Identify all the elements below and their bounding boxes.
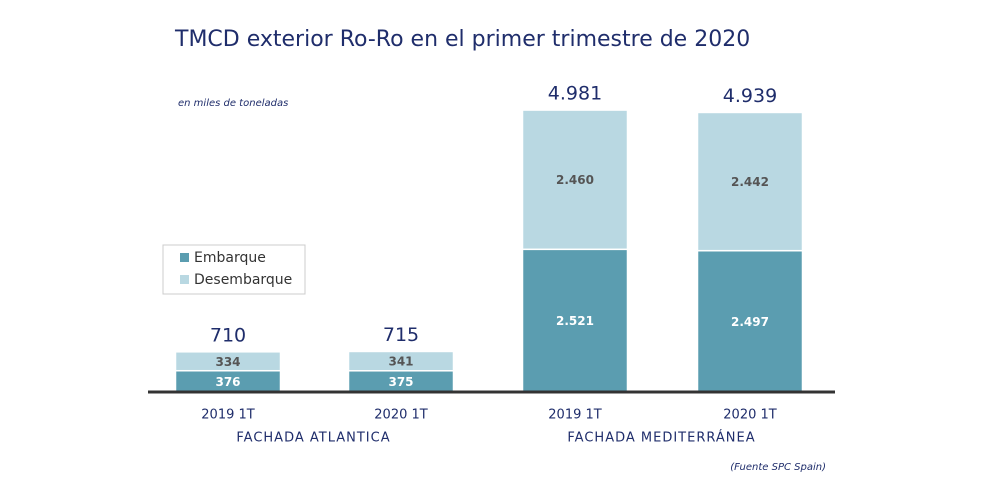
value-label: 2.460 [556,173,594,187]
chart-title: TMCD exterior Ro-Ro en el primer trimest… [174,27,750,52]
value-label: 2.442 [731,175,769,189]
total-label: 715 [383,324,419,346]
value-label: 2.497 [731,315,769,329]
source: (Fuente SPC Spain) [730,462,826,473]
legend-swatch [180,253,189,262]
bar-segment [696,111,804,252]
legend-label: Desembarque [194,272,292,288]
legend-label: Embarque [194,250,266,266]
bar-segment [174,351,282,372]
group-label: FACHADA MEDITERRÁNEA [567,430,755,446]
legend-swatch [180,275,189,284]
group-label: FACHADA ATLANTICA [236,431,390,446]
value-label: 2.521 [556,314,594,328]
value-label: 375 [388,375,413,389]
x-tick-label: 2019 1T [201,408,254,423]
total-label: 710 [210,324,246,346]
bar-segment [521,109,629,251]
value-label: 334 [215,355,240,369]
total-label: 4.939 [723,85,777,107]
x-tick-label: 2020 1T [374,408,427,423]
x-tick-label: 2019 1T [548,408,601,423]
total-label: 4.981 [548,83,602,105]
subtitle: en miles de toneladas [178,98,288,109]
x-tick-label: 2020 1T [723,408,776,423]
value-label: 341 [388,355,413,369]
bar-segment [347,350,455,372]
value-label: 376 [215,375,240,389]
